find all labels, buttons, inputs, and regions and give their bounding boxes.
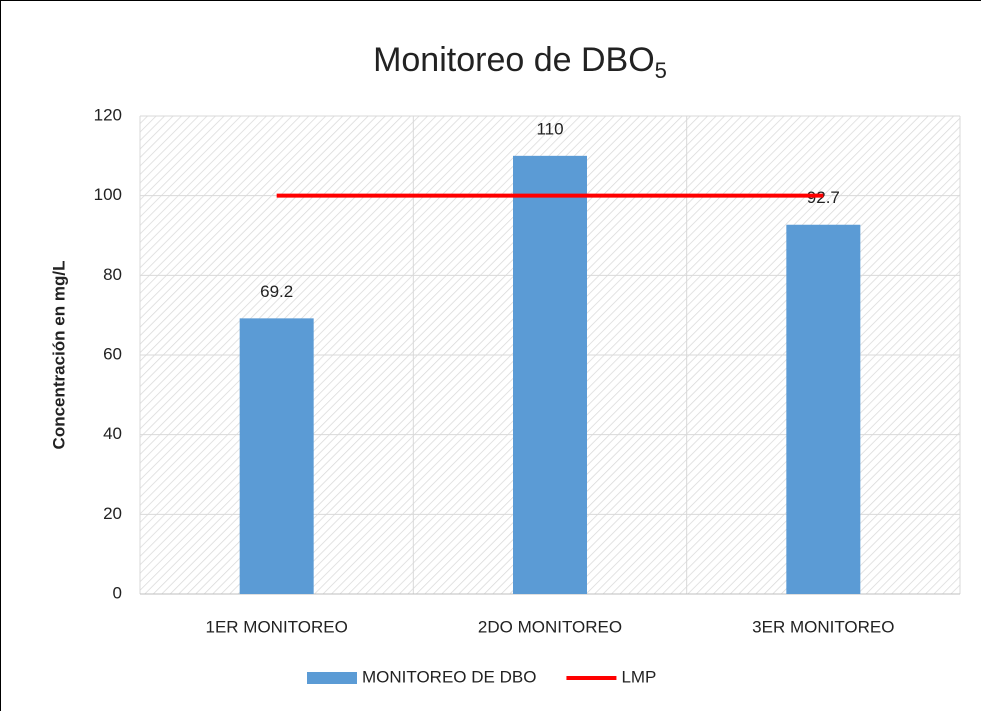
y-tick-label: 0 (113, 583, 122, 602)
legend-label: LMP (621, 667, 656, 686)
y-tick-label: 80 (103, 265, 122, 284)
legend-label: MONITOREO DE DBO (362, 667, 536, 686)
x-tick-label: 3ER MONITOREO (752, 617, 894, 636)
y-tick-label: 40 (103, 424, 122, 443)
y-tick-label: 100 (94, 185, 122, 204)
bar (239, 318, 314, 594)
y-tick-label: 20 (103, 504, 122, 523)
data-label: 110 (536, 119, 563, 138)
data-label: 92.7 (807, 188, 840, 207)
y-tick-label: 60 (103, 344, 122, 363)
bar (786, 224, 861, 594)
x-tick-label: 1ER MONITOREO (206, 617, 348, 636)
y-tick-label: 120 (94, 105, 122, 124)
bar (513, 155, 587, 595)
y-axis-label: Concentración en mg/L (49, 261, 68, 450)
data-label: 69.2 (260, 282, 293, 301)
chart-title: Monitoreo de DBO5 (373, 41, 667, 83)
legend-swatch (307, 672, 357, 684)
x-tick-label: 2DO MONITOREO (478, 617, 622, 636)
